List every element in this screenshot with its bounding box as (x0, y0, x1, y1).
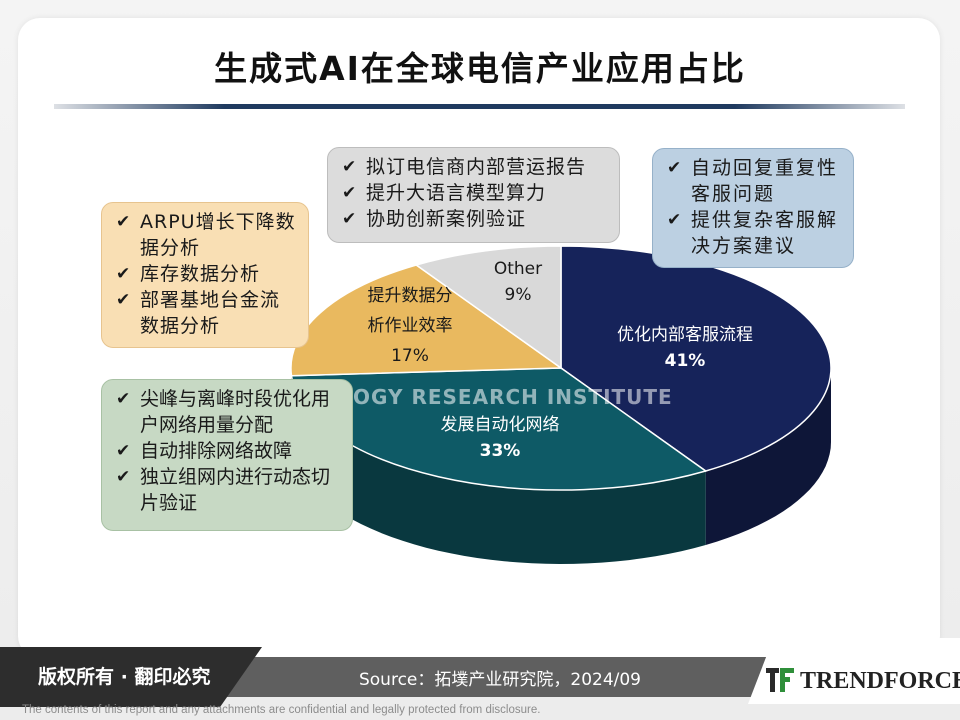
pie-slice-2 (290, 264, 564, 377)
callout-automation: ✔ 尖峰与离峰时段优化用户网络用量分配 ✔ 自动排除网络故障 ✔ 独立组网内进行动态切… (101, 379, 353, 531)
chart-title: 生成式AI在全球电信产业应用占比 (214, 49, 746, 88)
callout-item: ✔ ARPU增长下降数据分析 (116, 211, 296, 259)
callout-data-analysis: ✔ ARPU增长下降数据分析 ✔ 库存数据分析 ✔ 部署基地台金流数据分析 (101, 202, 309, 348)
slice-name-line1: 提升数据分 (367, 286, 453, 306)
slice-value: 33% (479, 441, 521, 461)
callout-item: ✔ 尖峰与离峰时段优化用户网络用量分配 (116, 388, 331, 436)
brand-name: TRENDFORCE (800, 668, 960, 694)
callout-other: ✔ 拟订电信商内部营运报告 ✔ 提升大语言模型算力 ✔ 协助创新案例验证 (327, 147, 620, 243)
checkmark-icon: ✔ (667, 210, 684, 230)
slice-name: 优化内部客服流程 (617, 325, 753, 345)
disclaimer-text: The contents of this report and any atta… (22, 704, 541, 716)
callout-item: ✔ 自动排除网络故障 (116, 440, 293, 462)
checkmark-icon: ✔ (116, 467, 131, 487)
callout-item: ✔ 拟订电信商内部营运报告 (342, 156, 587, 178)
checkmark-icon: ✔ (116, 264, 132, 284)
slice-name: Other (493, 259, 543, 279)
source-text: Source：拓墣产业研究院，2024/09 (358, 670, 641, 690)
checkmark-icon: ✔ (342, 209, 358, 229)
checkmark-icon: ✔ (342, 157, 358, 177)
checkmark-icon: ✔ (116, 441, 131, 461)
callout-item: ✔ 库存数据分析 (116, 263, 261, 285)
callout-item: ✔ 提升大语言模型算力 (342, 182, 547, 204)
callout-item: ✔ 自动回复重复性客服问题 (667, 157, 839, 205)
slice-name-line2: 析作业效率 (367, 316, 453, 336)
pie-side-1 (291, 375, 706, 564)
trendforce-logo-icon (766, 668, 794, 692)
slice-value: 17% (391, 346, 429, 366)
checkmark-icon: ✔ (342, 183, 358, 203)
copyright-notice: 版权所有 · 翻印必究 (0, 647, 262, 707)
slice-label-automation: 发展自动化网络 33% (410, 412, 590, 464)
slice-value: 9% (504, 285, 532, 305)
checkmark-icon: ✔ (116, 389, 131, 409)
callout-item: ✔ 独立组网内进行动态切片验证 (116, 466, 331, 514)
checkmark-icon: ✔ (116, 290, 132, 310)
pie-slice-3 (414, 245, 562, 370)
callout-customer-service: ✔ 自动回复重复性客服问题 ✔ 提供复杂客服解决方案建议 (652, 148, 854, 268)
pie-side-0 (705, 368, 831, 545)
checkmark-icon: ✔ (116, 212, 132, 232)
title-underline (54, 104, 905, 109)
slice-label-other: Other 9% (478, 256, 558, 308)
callout-item: ✔ 提供复杂客服解决方案建议 (667, 209, 839, 257)
slice-label-customer-service: 优化内部客服流程 41% (590, 322, 780, 374)
slice-name: 发展自动化网络 (440, 415, 560, 435)
slice-value: 41% (664, 351, 706, 371)
callout-item: ✔ 协助创新案例验证 (342, 208, 527, 230)
watermark-text: OLOGY RESEARCH INSTITUTE (322, 385, 673, 409)
slice-label-data-analysis: 提升数据分 析作业效率 17% (336, 281, 484, 371)
checkmark-icon: ✔ (667, 158, 684, 178)
callout-item: ✔ 部署基地台金流数据分析 (116, 289, 281, 337)
